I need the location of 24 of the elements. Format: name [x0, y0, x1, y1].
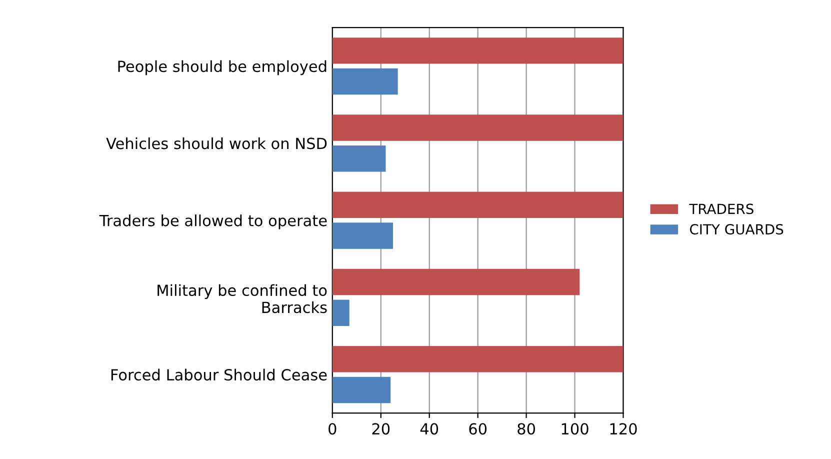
y-tick-label: Traders be allowed to operate	[99, 214, 327, 230]
legend-label: CITY GUARDS	[690, 224, 784, 235]
bar	[332, 376, 391, 404]
y-tick-label: Military be confined to Barracks	[158, 284, 327, 314]
y-tick-label: People should be employed	[118, 60, 326, 76]
x-tick-label: 40	[420, 423, 438, 435]
x-tick-label: 120	[610, 423, 637, 435]
bar	[332, 300, 350, 326]
x-tick-label: 100	[562, 423, 588, 435]
bar	[332, 68, 398, 95]
bar	[332, 38, 624, 64]
x-tick-label: 0	[328, 423, 336, 435]
legend-label: TRADERS	[689, 204, 754, 214]
y-tick-label: Forced Labour Should Cease	[111, 368, 327, 381]
bar	[332, 268, 580, 296]
x-tick-label: 80	[518, 423, 536, 435]
bar	[332, 114, 624, 141]
bar	[332, 192, 624, 218]
x-tick-label: 20	[372, 423, 390, 435]
bar	[332, 146, 386, 172]
bar	[332, 222, 393, 249]
y-tick-label: Vehicles should work on NSD	[106, 137, 327, 150]
x-tick-label: 60	[469, 423, 487, 435]
bar	[332, 346, 624, 372]
